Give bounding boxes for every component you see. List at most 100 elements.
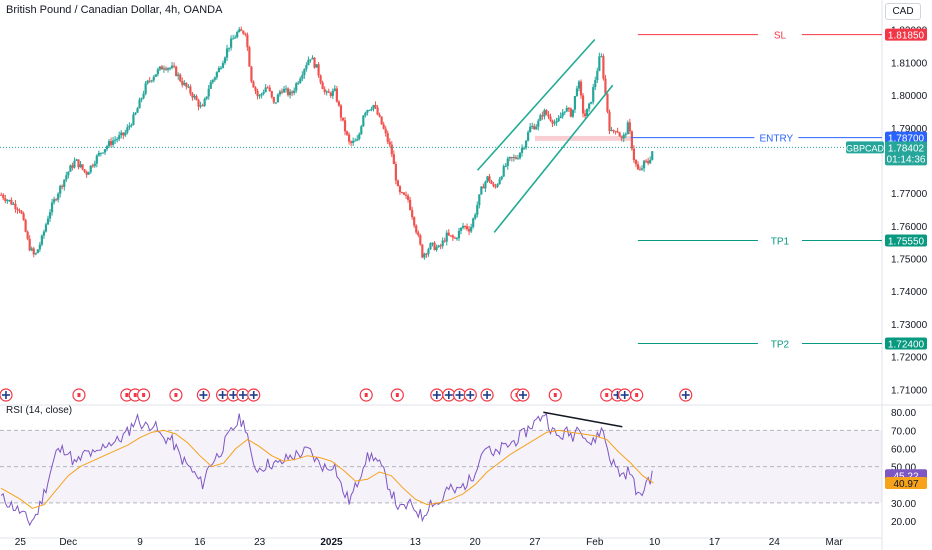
ca-flag-leaf: [605, 393, 609, 397]
candle-body: [81, 164, 84, 170]
entry-zone: [534, 135, 631, 141]
candle-body: [341, 117, 345, 121]
candle-body: [295, 83, 298, 91]
candle-body: [455, 238, 459, 240]
candle-body: [445, 232, 448, 242]
candle-body: [107, 141, 111, 147]
candle-body: [234, 37, 237, 39]
candle-body: [18, 210, 21, 212]
candle-body: [177, 74, 180, 77]
candle-body: [280, 91, 284, 93]
candle-body: [433, 242, 436, 251]
time-tick-label: Feb: [586, 537, 604, 548]
candle-body: [229, 38, 233, 48]
candle-body: [183, 82, 186, 85]
candle-body: [362, 115, 365, 127]
level-label-tp2: TP2: [771, 340, 790, 351]
candle-body: [65, 175, 68, 180]
candle-body: [602, 56, 605, 79]
candle-body: [140, 98, 143, 100]
candle-body: [500, 176, 503, 180]
candle-body: [553, 122, 556, 124]
channel-upper-line: [476, 38, 596, 171]
candle-body: [274, 102, 277, 104]
candle-body: [225, 48, 229, 58]
candle-body: [20, 211, 23, 214]
candle-body: [360, 126, 363, 135]
candle-body: [185, 82, 188, 87]
candle-body: [150, 80, 153, 82]
candle-body: [504, 165, 507, 167]
candle-body: [419, 235, 422, 245]
candle-body: [380, 116, 383, 125]
candle-body: [199, 105, 202, 107]
candle-body: [142, 93, 145, 99]
rsi-tick-label: 50.00: [891, 463, 916, 474]
time-tick-label: Dec: [59, 537, 77, 548]
candle-body: [118, 135, 121, 139]
candle-body: [541, 115, 544, 117]
candle-body: [522, 147, 526, 149]
candle-body: [67, 171, 70, 176]
candle-body: [309, 59, 312, 61]
candle-body: [594, 80, 597, 88]
candle-body: [339, 105, 343, 118]
candle-body: [386, 133, 389, 142]
candle-body: [55, 199, 58, 201]
candle-body: [610, 130, 613, 132]
candle-body: [258, 95, 261, 97]
ca-flag-leaf: [174, 393, 178, 397]
candle-body: [411, 210, 414, 218]
symbol-tag: [846, 141, 884, 154]
candle-body: [447, 232, 450, 236]
rsi-ma-tag: [885, 476, 927, 489]
candle-body: [179, 74, 182, 82]
candle-body: [103, 149, 107, 153]
candle-body: [588, 103, 591, 109]
currency-button[interactable]: CAD: [885, 3, 921, 20]
candle-body: [272, 97, 275, 103]
candle-body: [390, 144, 393, 155]
candle-body: [160, 66, 164, 70]
candle-body: [366, 110, 369, 113]
chart-title: British Pound / Canadian Dollar, 4h, OAN…: [6, 4, 223, 16]
candle-body: [642, 160, 646, 169]
candle-body: [213, 77, 216, 80]
candle-body: [345, 131, 349, 135]
candle-body: [148, 80, 151, 82]
candle-body: [451, 235, 454, 238]
candle-body: [215, 72, 218, 78]
ca-flag-leaf: [133, 393, 137, 397]
candle-body: [321, 82, 324, 90]
candle-body: [394, 164, 397, 181]
candle-body: [352, 140, 355, 144]
candle-body: [575, 88, 579, 97]
candle-body: [71, 165, 74, 168]
candle-body: [87, 172, 90, 175]
candle-body: [331, 90, 334, 96]
level-price-tag: [885, 131, 927, 144]
candle-body: [266, 87, 269, 89]
candle-body: [132, 114, 135, 125]
candle-body: [288, 91, 292, 96]
candle-body: [632, 148, 636, 161]
candle-body: [254, 87, 257, 91]
candle-body: [46, 218, 50, 225]
candle-body: [356, 139, 359, 141]
candle-body: [42, 231, 46, 236]
candle-body: [162, 68, 166, 70]
candle-body: [516, 158, 520, 160]
rsi-value-label: 45.22: [893, 471, 918, 482]
candle-body: [520, 147, 524, 153]
candle-body: [154, 74, 157, 77]
candle-body: [567, 107, 570, 109]
candle-body: [305, 65, 308, 70]
price-tick-label: 1.77000: [891, 189, 928, 200]
candle-body: [311, 57, 314, 60]
candle-body: [130, 124, 133, 126]
candle-body: [14, 203, 17, 209]
candle-body: [347, 134, 351, 142]
candle-body: [518, 152, 522, 159]
candle-body: [4, 198, 7, 201]
